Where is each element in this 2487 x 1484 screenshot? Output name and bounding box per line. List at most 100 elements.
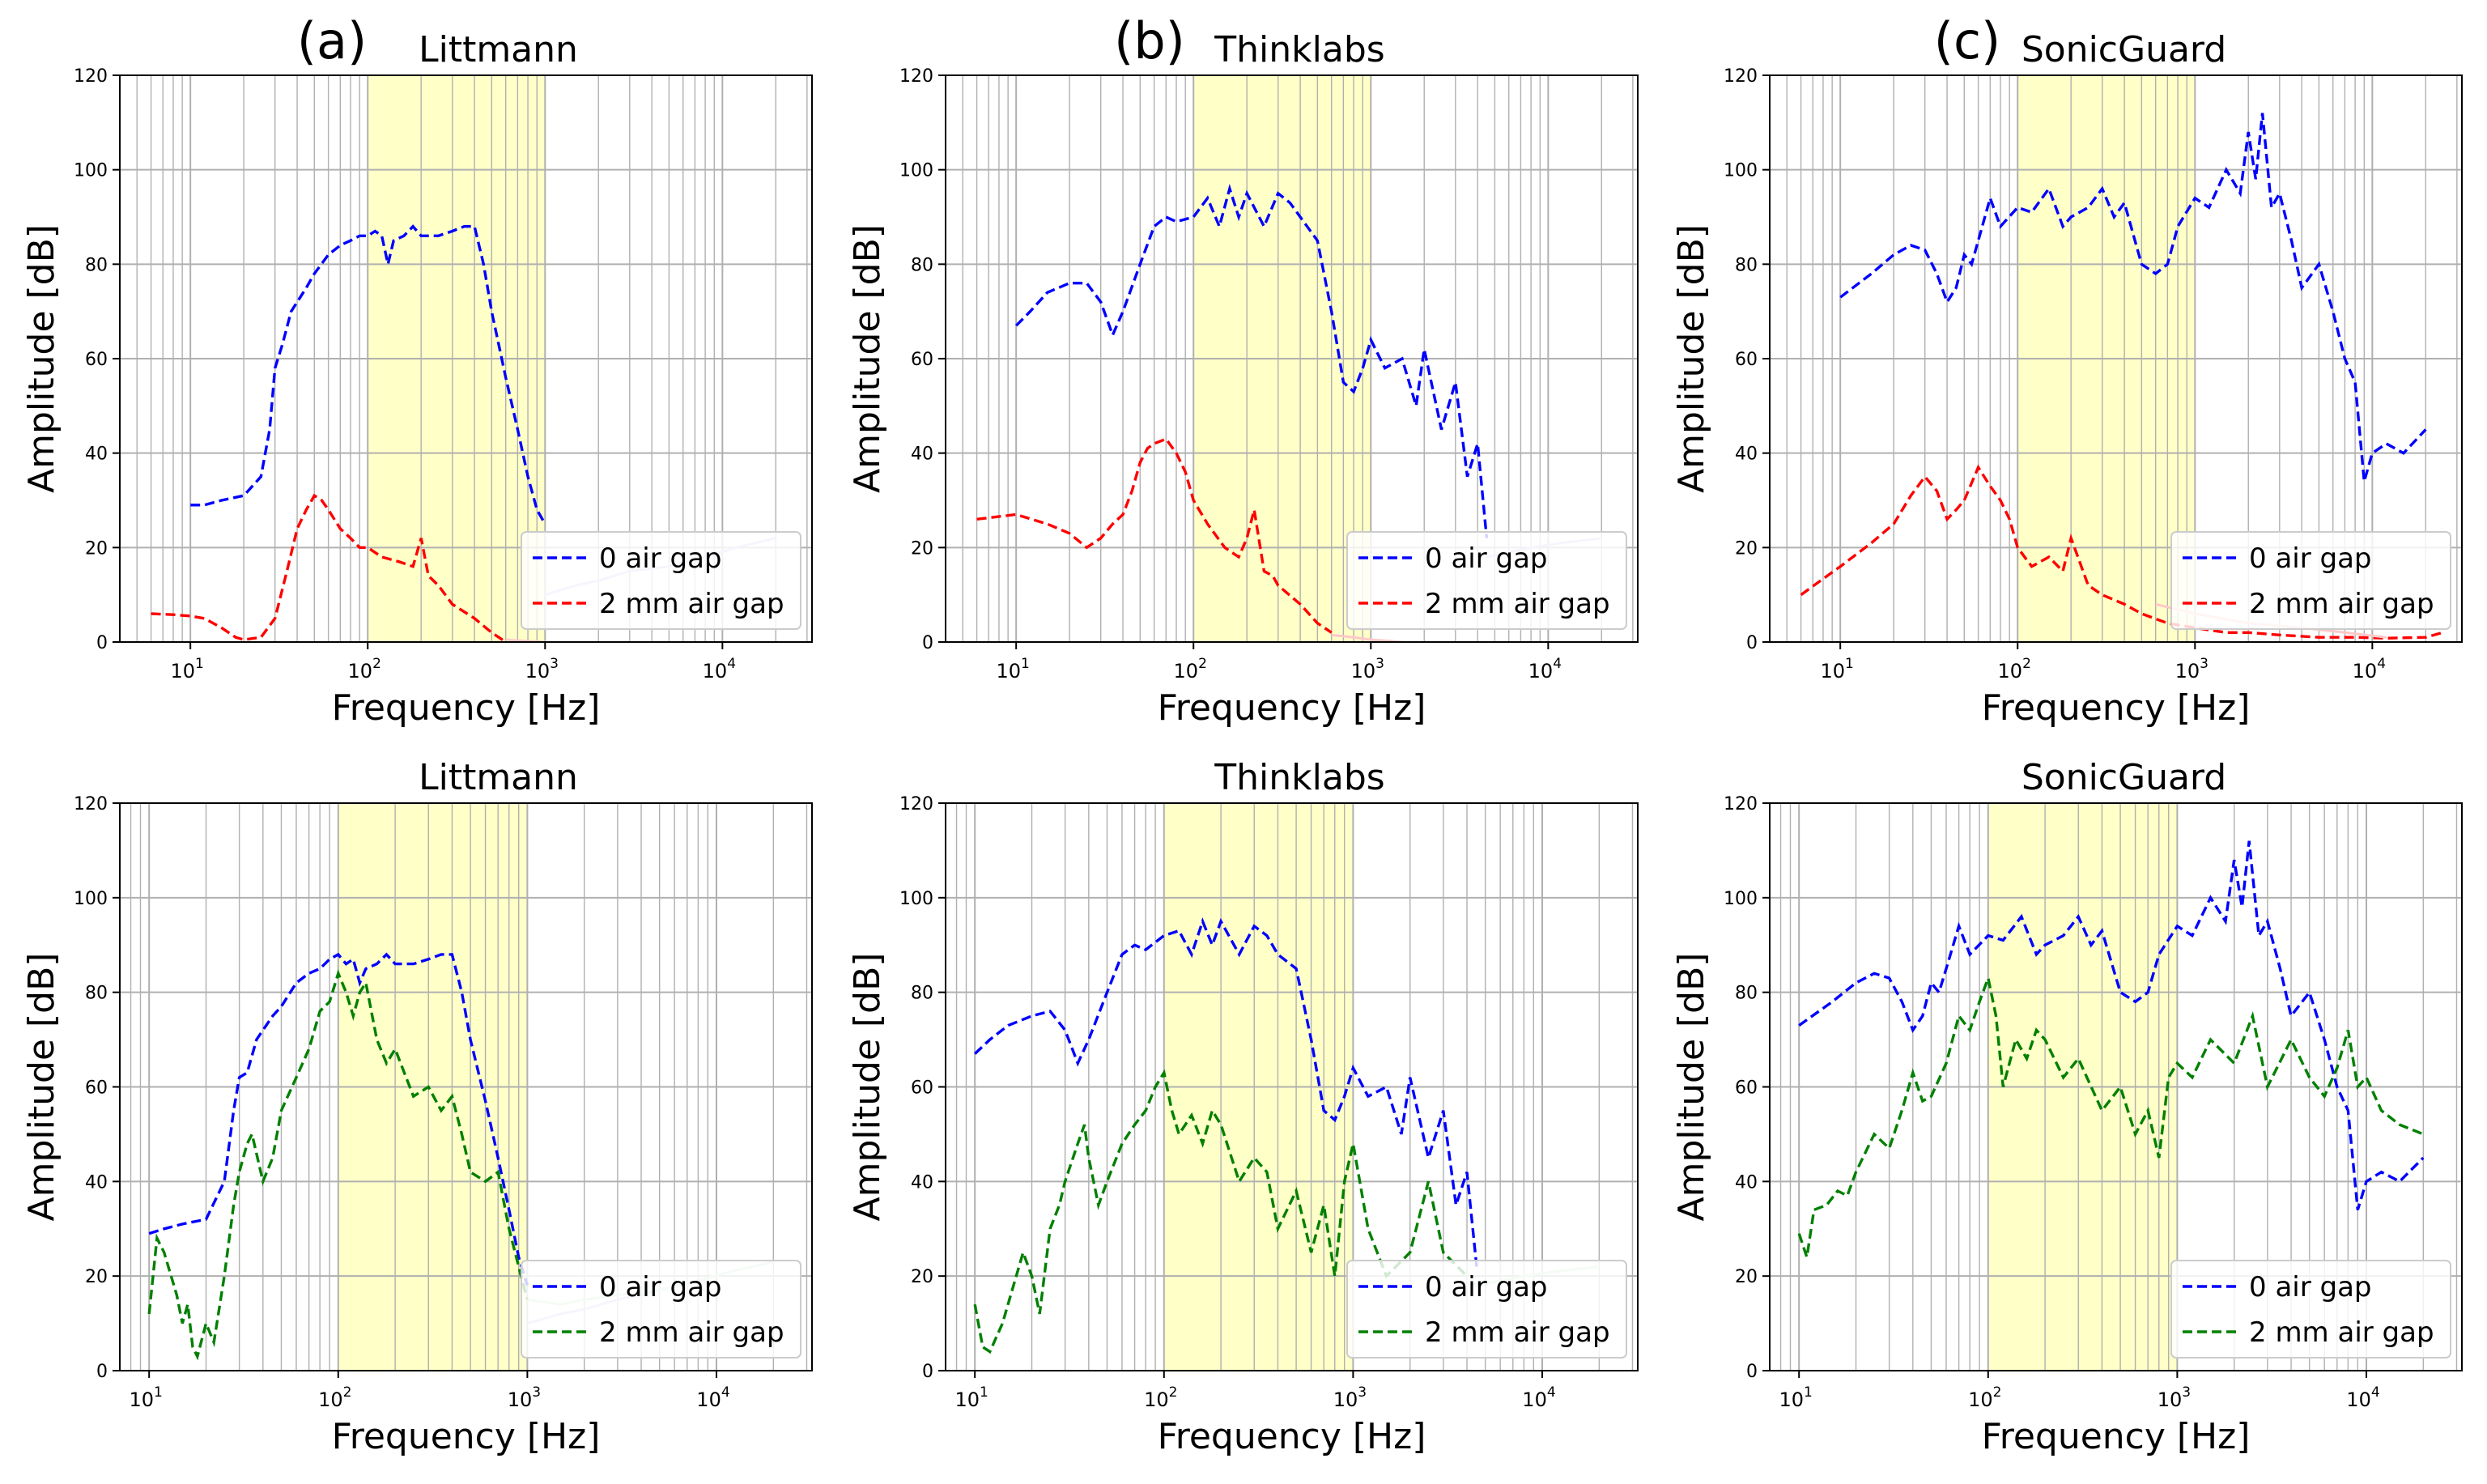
y-axis-label: Amplitude [dB] [21,224,62,493]
series-line [1800,464,2443,640]
y-tick-label: 0 [922,1362,933,1382]
y-tick-label: 80 [911,984,933,1004]
legend-box [1346,531,1627,630]
series-line [151,493,507,642]
y-tick-label: 0 [1746,633,1758,653]
series-line [1798,840,2425,1210]
legend: 0 air gap 2 mm air gap [2170,531,2451,630]
legend-label: 2 mm air gap [1425,1316,1610,1349]
y-tick-label: 60 [911,350,933,370]
y-tick-label: 40 [85,444,108,465]
legend-box [2170,1260,2451,1359]
legend-box [521,1260,801,1359]
y-tick-label: 20 [1735,1267,1758,1287]
legend-label: 0 air gap [2249,542,2372,575]
series-group [1797,840,2425,1258]
y-tick-label: 80 [85,255,108,275]
legend-label: 0 air gap [2249,1271,2372,1303]
legend-box [1346,1260,1627,1359]
y-tick-label: 40 [85,1172,108,1193]
y-tick-label: 60 [85,1078,108,1099]
series-line [976,437,1333,634]
y-tick-label: 120 [74,794,108,814]
series-line [147,969,529,1361]
x-axis-label: Frequency [Hz] [332,687,601,729]
legend: 0 air gap 2 mm air gap [1346,1260,1627,1359]
series-line [973,1069,1469,1354]
y-tick-label: 120 [899,794,933,814]
legend-label: 2 mm air gap [2249,1316,2434,1349]
y-tick-label: 20 [85,1267,108,1287]
y-tick-label: 0 [1746,1362,1758,1382]
legend: 0 air gap 2 mm air gap [521,531,801,630]
x-axis-label: Frequency [Hz] [1158,1416,1426,1457]
y-tick-label: 20 [1735,538,1758,559]
y-tick-label: 0 [96,633,108,653]
legend-box [521,531,801,630]
x-tick-label: 102 [1144,1384,1177,1411]
y-tick-label: 100 [74,889,108,909]
chart-title: Littmann [419,757,578,798]
y-tick-label: 0 [922,633,933,653]
legend-label: 0 air gap [1425,1271,1548,1303]
panel-letter-b: (b) [1114,11,1185,70]
legend-box [2170,531,2451,630]
y-tick-label: 60 [1735,1078,1758,1099]
y-tick-label: 120 [899,66,933,87]
y-tick-label: 20 [911,1267,933,1287]
y-tick-label: 120 [1724,794,1758,814]
y-tick-label: 120 [74,66,108,87]
chart-title: Littmann [419,29,578,70]
x-axis-label: Frequency [Hz] [1158,687,1426,729]
series-line [190,224,546,525]
y-tick-label: 100 [1724,889,1758,909]
x-tick-label: 104 [2353,656,2386,682]
y-tick-label: 100 [899,889,933,909]
chart-title: Thinklabs [1214,29,1384,70]
legend-label: 2 mm air gap [2249,588,2434,620]
y-tick-label: 40 [1735,1172,1758,1193]
y-tick-label: 40 [1735,444,1758,465]
series-line [974,917,1478,1267]
y-tick-label: 60 [1735,350,1758,370]
legend: 0 air gap 2 mm air gap [1346,531,1627,630]
legend-label: 0 air gap [1425,542,1548,575]
y-axis-label: Amplitude [dB] [21,953,62,1222]
y-tick-label: 100 [899,161,933,181]
y-tick-label: 40 [911,444,933,465]
x-axis-label: Frequency [Hz] [1982,1416,2251,1457]
y-tick-label: 60 [85,350,108,370]
series-line [1839,113,2427,483]
y-tick-label: 20 [85,538,108,559]
x-tick-label: 104 [1528,656,1562,682]
y-axis-label: Amplitude [dB] [847,224,888,493]
y-tick-label: 100 [1724,161,1758,181]
legend-label: 2 mm air gap [1425,588,1610,620]
y-tick-label: 0 [96,1362,108,1382]
y-tick-label: 20 [911,538,933,559]
series-line [1331,633,1403,642]
x-axis-label: Frequency [Hz] [332,1416,601,1457]
x-axis-label: Frequency [Hz] [1982,687,2251,729]
y-axis-label: Amplitude [dB] [847,953,888,1222]
chart-title: SonicGuard [2021,29,2226,70]
chart-title: SonicGuard [2021,757,2226,798]
y-axis-label: Amplitude [dB] [1671,224,1712,493]
legend-label: 2 mm air gap [599,588,784,620]
y-tick-label: 80 [911,255,933,275]
y-tick-label: 40 [911,1172,933,1193]
y-tick-label: 80 [85,984,108,1004]
y-tick-label: 60 [911,1078,933,1099]
legend-label: 2 mm air gap [599,1316,784,1349]
y-tick-label: 80 [1735,984,1758,1004]
y-tick-label: 100 [74,161,108,181]
x-tick-label: 103 [525,656,559,682]
panel-letter-a: (a) [297,11,367,70]
legend: 0 air gap 2 mm air gap [2170,1260,2451,1359]
legend-label: 0 air gap [599,1271,722,1303]
